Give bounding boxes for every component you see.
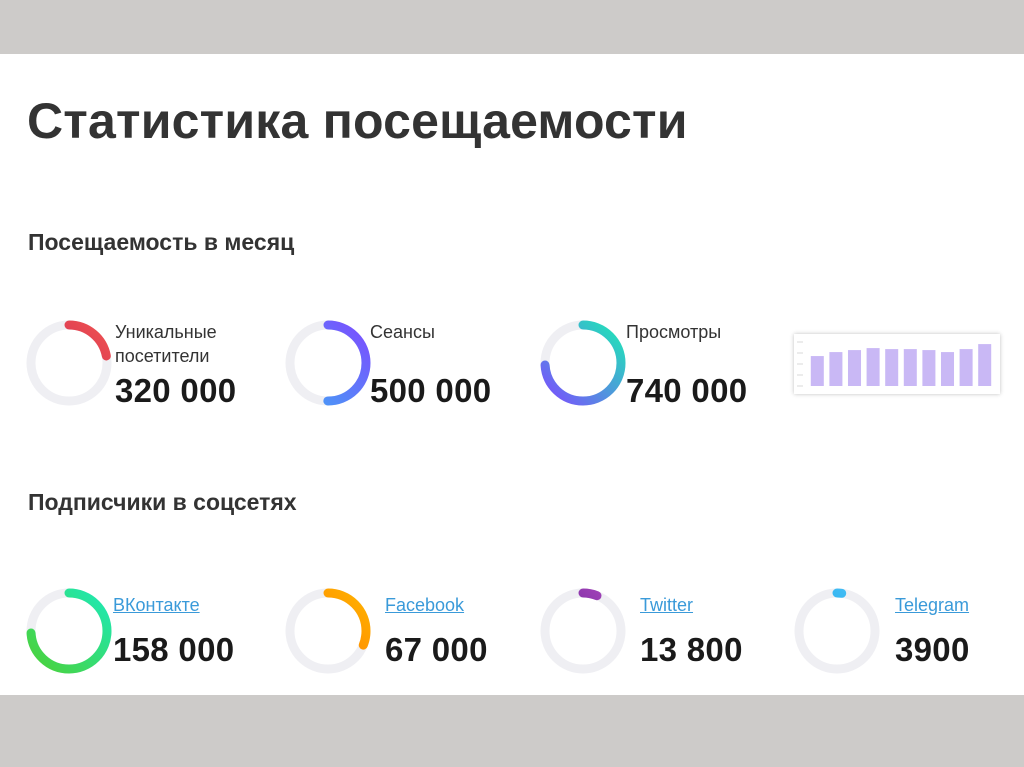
ring-progress-arc [26, 588, 112, 674]
ring-progress-arc [285, 588, 371, 674]
monthly-heading: Посещаемость в месяц [28, 229, 295, 255]
telegram-value: 3900 [895, 631, 970, 668]
unique-visitors-label: Уникальные посетители [115, 320, 217, 368]
page-title: Статистика посещаемости [27, 93, 688, 149]
mini-bar-chart[interactable] [794, 334, 1000, 394]
mini-chart-bar [959, 349, 973, 386]
mini-chart-bar [885, 349, 899, 386]
vk-link[interactable]: ВКонтакте [113, 595, 200, 615]
mini-bar-chart-svg [797, 341, 992, 387]
frame-bottom [0, 695, 1024, 767]
telegram-ring-svg [794, 588, 880, 674]
mini-chart-bar [829, 352, 843, 386]
ring-progress-arc [26, 320, 112, 406]
telegram-ring [792, 586, 882, 676]
social-heading: Подписчики в соцсетях [28, 489, 297, 515]
mini-chart-bar [810, 356, 824, 386]
views-ring [538, 318, 628, 408]
vk-ring [24, 586, 114, 676]
mini-chart-bar [940, 352, 955, 386]
sessions-ring [283, 318, 373, 408]
vk-value: 158 000 [113, 631, 235, 668]
twitter-link[interactable]: Twitter [640, 595, 694, 615]
telegram-link[interactable]: Telegram [895, 595, 970, 615]
sessions-value: 500 000 [370, 372, 492, 409]
ring-progress-arc [285, 320, 371, 406]
twitter-ring-svg [540, 588, 626, 674]
facebook-ring [283, 586, 373, 676]
views-value: 740 000 [626, 372, 748, 409]
ring-track [540, 588, 626, 674]
twitter-ring [538, 586, 628, 676]
ring-progress-arc [540, 588, 626, 674]
ring-track [794, 588, 880, 674]
facebook-link[interactable]: Facebook [385, 595, 465, 615]
mini-chart-bar [922, 350, 936, 386]
unique-visitors-ring [24, 318, 114, 408]
ring-progress-arc [540, 320, 626, 406]
sessions-ring-svg [285, 320, 371, 406]
unique-visitors-value: 320 000 [115, 372, 237, 409]
mini-chart-bar [866, 348, 880, 386]
unique-visitors-ring-svg [26, 320, 112, 406]
views-label: Просмотры [626, 322, 722, 342]
mini-chart-bar [978, 344, 992, 386]
sessions-label: Сеансы [370, 322, 435, 342]
unique-visitors-label-line2: посетители [115, 346, 210, 366]
twitter-value: 13 800 [640, 631, 743, 668]
ring-progress-arc [794, 588, 880, 674]
vk-ring-svg [26, 588, 112, 674]
mini-chart-bar [903, 349, 917, 386]
unique-visitors-label-line1: Уникальные [115, 322, 217, 342]
facebook-value: 67 000 [385, 631, 488, 668]
slide: Статистика посещаемости Посещаемость в м… [0, 54, 1024, 695]
mini-chart-bar [847, 350, 862, 386]
views-ring-svg [540, 320, 626, 406]
frame-top [0, 0, 1024, 54]
facebook-ring-svg [285, 588, 371, 674]
